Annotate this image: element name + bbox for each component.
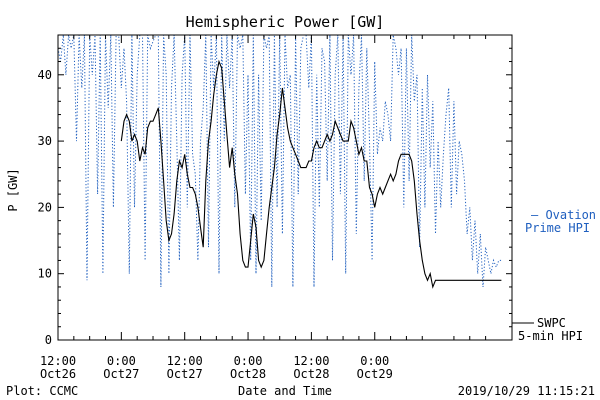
x-tick-time: 12:00 <box>293 354 329 368</box>
legend-swpc-line2: 5-min HPI <box>518 329 583 343</box>
plot-frame <box>57 34 513 341</box>
x-tick-time: 12:00 <box>40 354 76 368</box>
y-tick-label: 0 <box>45 333 52 347</box>
x-axis: 12:00Oct260:00Oct2712:00Oct270:00Oct2812… <box>40 35 487 381</box>
y-tick-label: 30 <box>38 134 52 148</box>
x-tick-date: Oct27 <box>103 367 139 381</box>
ovation-series <box>57 34 502 288</box>
legend-ovation-line1: — Ovation <box>531 208 596 222</box>
x-tick-time: 0:00 <box>107 354 136 368</box>
x-axis-label: Date and Time <box>238 384 332 398</box>
footer-source: Plot: CCMC <box>6 384 78 398</box>
y-axis-label: P [GW] <box>6 168 20 211</box>
ovation-line <box>57 34 502 288</box>
y-tick-label: 40 <box>38 68 52 82</box>
x-tick-date: Oct27 <box>167 367 203 381</box>
x-tick-time: 0:00 <box>234 354 263 368</box>
x-tick-date: Oct28 <box>230 367 266 381</box>
x-tick-date: Oct29 <box>357 367 393 381</box>
y-tick-label: 10 <box>38 267 52 281</box>
x-tick-date: Oct28 <box>293 367 329 381</box>
x-tick-time: 0:00 <box>360 354 389 368</box>
legend-swpc-line1: SWPC <box>537 316 566 330</box>
swpc-series <box>120 59 502 289</box>
x-tick-date: Oct26 <box>40 367 76 381</box>
x-tick-time: 12:00 <box>167 354 203 368</box>
legend-ovation-line2: Prime HPI <box>525 221 590 235</box>
y-axis: 0 10 20 30 40 <box>38 47 512 347</box>
y-tick-label: 20 <box>38 200 52 214</box>
swpc-line <box>120 59 502 289</box>
footer-timestamp: 2019/10/29 11:15:21 <box>458 384 595 398</box>
chart-title: Hemispheric Power [GW] <box>186 13 385 31</box>
